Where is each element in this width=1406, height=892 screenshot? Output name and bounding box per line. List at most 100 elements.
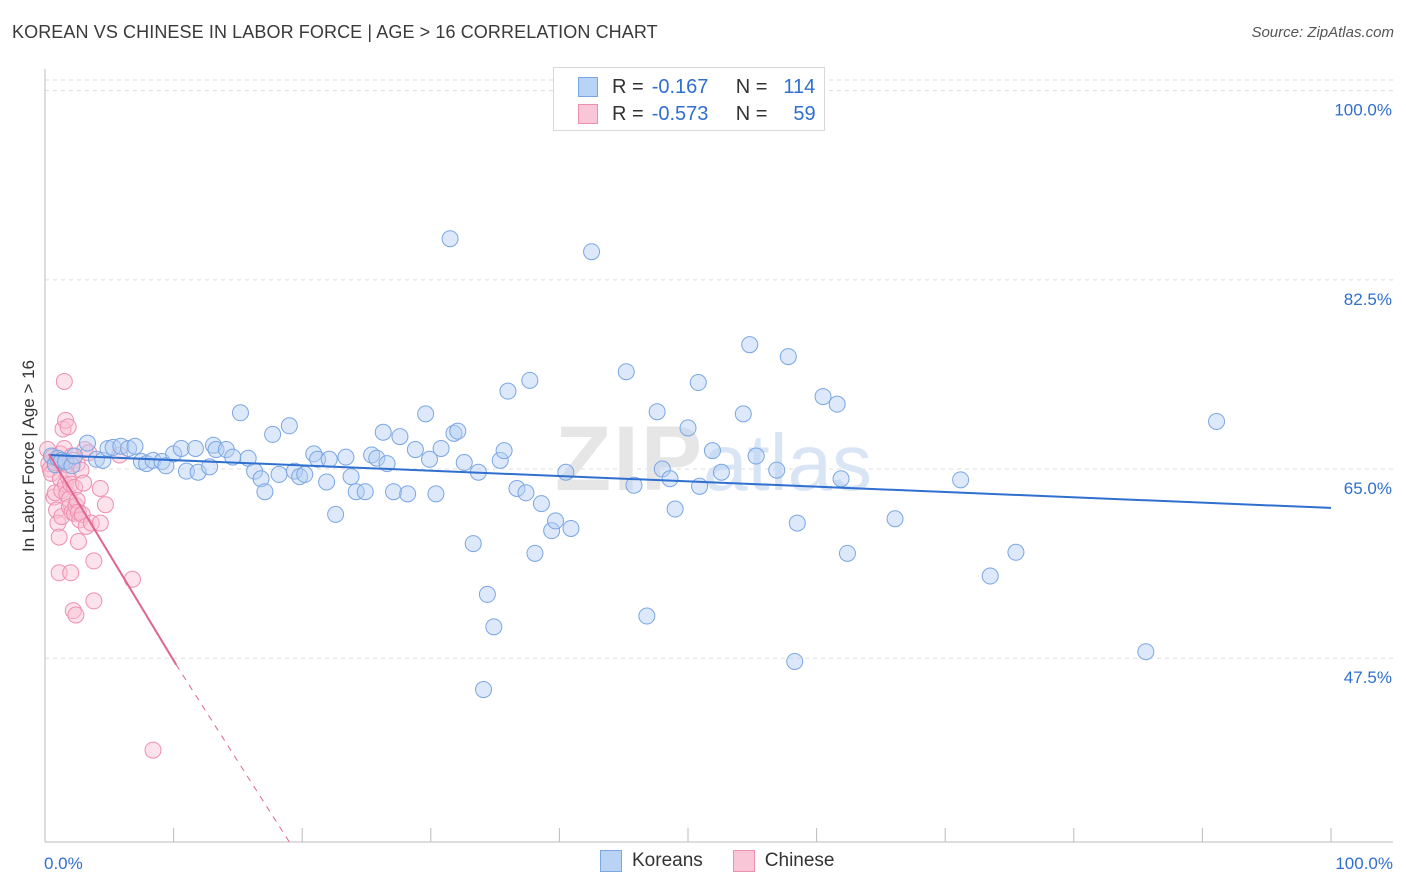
data-point-koreans (120, 439, 138, 457)
legend-r-value: -0.167 (651, 75, 709, 98)
data-point-koreans (296, 465, 314, 483)
data-point-chinese (91, 514, 109, 532)
data-point-koreans (689, 374, 707, 392)
data-point-chinese (50, 528, 68, 546)
data-point-koreans (625, 476, 643, 494)
legend-n-value: 114 (783, 75, 816, 98)
data-point-koreans (786, 652, 804, 670)
data-point-koreans (464, 535, 482, 553)
data-point-koreans (475, 681, 493, 699)
data-point-chinese (85, 552, 103, 570)
data-point-koreans (521, 371, 539, 389)
legend-swatch-chinese (578, 104, 598, 124)
data-point-koreans (356, 483, 374, 501)
data-point-koreans (547, 512, 565, 530)
legend-n-label: N = (735, 75, 768, 98)
watermark-atlas: atlas (703, 418, 872, 507)
source-credit: Source: ZipAtlas.com (1251, 24, 1394, 41)
data-point-koreans (432, 439, 450, 457)
data-point-koreans (337, 448, 355, 466)
data-point-koreans (285, 462, 303, 480)
data-point-koreans (406, 441, 424, 459)
data-point-koreans (455, 454, 473, 472)
data-point-koreans (391, 428, 409, 446)
data-point-koreans (981, 567, 999, 585)
data-point-koreans (385, 483, 403, 501)
legend-item-chinese: Chinese (732, 850, 835, 872)
legend-swatch-koreans (578, 77, 598, 97)
data-point-koreans (78, 434, 96, 452)
data-point-koreans (280, 417, 298, 435)
trend-line-koreans (48, 453, 1332, 509)
data-point-koreans (832, 470, 850, 488)
x-tick-label: 0.0% (44, 854, 83, 873)
data-point-koreans (1137, 643, 1155, 661)
legend-r-value: -0.573 (651, 102, 709, 125)
grid-lines (45, 79, 1393, 659)
y-tick-label: 65.0% (1344, 479, 1392, 498)
data-point-koreans (363, 446, 381, 464)
data-point-koreans (952, 471, 970, 489)
legend-r-label: R = (612, 75, 644, 98)
data-point-chinese (55, 372, 73, 390)
data-point-koreans (347, 483, 365, 501)
data-point-koreans (712, 463, 730, 481)
data-point-koreans (172, 439, 190, 457)
data-point-koreans (557, 463, 575, 481)
data-point-koreans (703, 442, 721, 460)
trend-line-chinese (48, 453, 178, 666)
data-point-koreans (886, 510, 904, 528)
data-point-koreans (526, 544, 544, 562)
data-point-koreans (768, 461, 786, 479)
data-point-koreans (734, 405, 752, 423)
data-point-chinese (50, 564, 68, 582)
watermark-zip: ZIP (555, 408, 704, 510)
data-point-koreans (368, 449, 386, 467)
tick-labels: 47.5% 65.0% 82.5% 100.0% 0.0% 100.0% (44, 101, 1393, 873)
data-point-koreans (417, 405, 435, 423)
data-point-koreans (741, 336, 759, 354)
data-point-koreans (264, 425, 282, 443)
data-point-chinese (75, 474, 93, 492)
data-point-koreans (648, 403, 666, 421)
legend-swatch-chinese (732, 850, 755, 872)
data-point-koreans (256, 483, 274, 501)
legend-item-koreans: Koreans (600, 850, 703, 872)
data-point-koreans (342, 468, 360, 486)
data-point-koreans (427, 485, 445, 503)
data-point-koreans (63, 457, 81, 475)
y-tick-label: 100.0% (1334, 101, 1392, 120)
trend-lines (48, 453, 1332, 843)
y-tick-label: 47.5% (1344, 668, 1392, 687)
data-point-koreans (309, 450, 327, 468)
legend-label-chinese: Chinese (764, 850, 835, 871)
data-point-koreans (126, 437, 144, 455)
data-point-koreans (485, 618, 503, 636)
data-point-koreans (814, 388, 832, 406)
legend-label-koreans: Koreans (632, 850, 703, 871)
data-point-koreans (441, 230, 459, 248)
data-point-koreans (270, 465, 288, 483)
data-point-koreans (1007, 543, 1025, 561)
data-point-koreans (252, 470, 270, 488)
data-point-koreans (583, 243, 601, 261)
data-point-koreans (449, 422, 467, 440)
x-tick-label: 100.0% (1335, 854, 1393, 873)
data-point-koreans (499, 382, 517, 400)
data-point-koreans (562, 519, 580, 537)
data-point-koreans (207, 441, 225, 459)
data-point-koreans (231, 404, 249, 422)
data-point-koreans (186, 439, 204, 457)
data-point-koreans (508, 479, 526, 497)
series-legend: Koreans Chinese (600, 850, 865, 872)
data-point-chinese (62, 564, 80, 582)
data-point-koreans (1208, 412, 1226, 430)
data-point-koreans (747, 447, 765, 465)
data-point-chinese (85, 592, 103, 610)
data-point-koreans (788, 514, 806, 532)
data-point-koreans (532, 495, 550, 513)
data-point-koreans (421, 450, 439, 468)
y-axis-label: In Labor Force | Age > 16 (19, 360, 38, 552)
legend-n-label: N = (735, 102, 768, 125)
